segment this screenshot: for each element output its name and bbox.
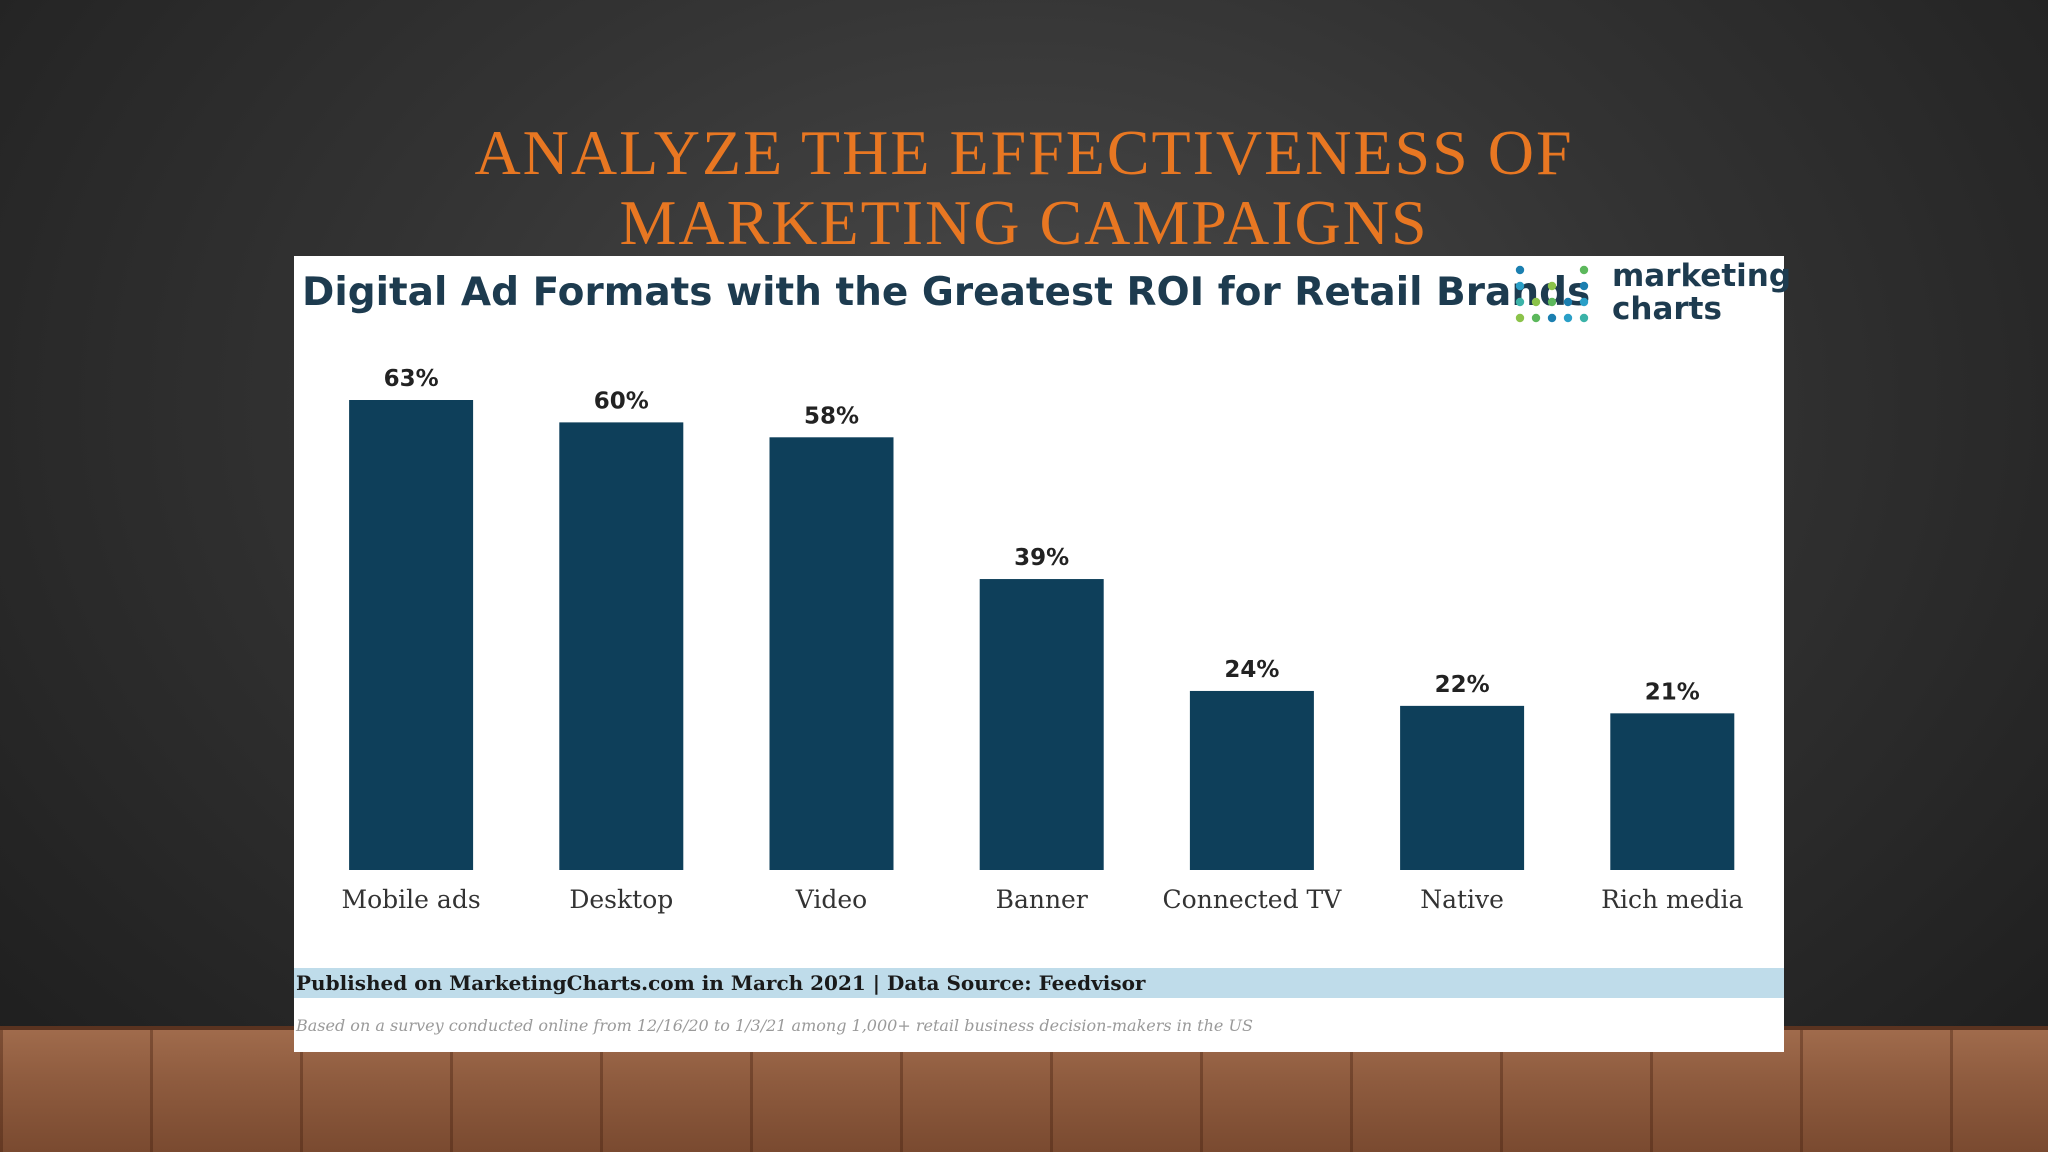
category-label: Mobile ads xyxy=(342,885,481,914)
logo-dot xyxy=(1579,297,1589,307)
bar-desktop xyxy=(559,422,684,870)
logo-dot xyxy=(1515,265,1525,275)
chart-panel: Digital Ad Formats with the Greatest ROI… xyxy=(294,256,1791,1052)
survey-note: Based on a survey conducted online from … xyxy=(296,1016,1253,1035)
footer-band: Published on MarketingCharts.com in Marc… xyxy=(294,968,1784,998)
bar-rich-media xyxy=(1610,713,1735,870)
slide-title-line-1: ANALYZE THE EFFECTIVENESS OF xyxy=(474,117,1574,188)
slide-title: ANALYZE THE EFFECTIVENESS OF MARKETING C… xyxy=(0,118,2048,258)
value-label: 39% xyxy=(1014,545,1069,571)
category-label: Rich media xyxy=(1601,885,1743,914)
logo-line-2: charts xyxy=(1612,291,1722,327)
category-label: Connected TV xyxy=(1163,885,1343,914)
logo-dot xyxy=(1515,297,1525,307)
category-label: Native xyxy=(1420,885,1504,914)
value-label: 63% xyxy=(384,366,439,392)
logo-dot xyxy=(1531,297,1541,307)
bar-chart: 63% Mobile ads 60% Desktop 58% Video 39% Banner… xyxy=(342,366,1744,914)
logo-dots-icon xyxy=(1515,265,1589,323)
logo-dot xyxy=(1579,281,1589,291)
value-label: 58% xyxy=(804,403,859,429)
logo-dot xyxy=(1547,297,1557,307)
logo-dot xyxy=(1515,313,1525,323)
bar-mobile-ads xyxy=(349,400,474,870)
logo-dot xyxy=(1563,297,1573,307)
chart-title: Digital Ad Formats with the Greatest ROI… xyxy=(302,270,1591,315)
logo-dot xyxy=(1547,313,1557,323)
logo-dot xyxy=(1547,281,1557,291)
published-source: Published on MarketingCharts.com in Marc… xyxy=(296,971,1146,995)
value-label: 24% xyxy=(1224,657,1279,683)
logo-dot xyxy=(1563,313,1573,323)
logo-dot xyxy=(1531,313,1541,323)
bar-banner xyxy=(979,579,1104,870)
logo-dot xyxy=(1579,265,1589,275)
logo-line-1: marketing xyxy=(1612,258,1792,294)
category-label: Video xyxy=(795,885,867,914)
bar-connected-tv xyxy=(1189,690,1314,870)
category-label: Banner xyxy=(996,885,1088,914)
value-label: 21% xyxy=(1645,679,1700,705)
value-label: 22% xyxy=(1435,672,1490,698)
slide-title-line-2: MARKETING CAMPAIGNS xyxy=(619,187,1429,258)
logo-dot xyxy=(1579,313,1589,323)
marketingcharts-logo: marketing charts xyxy=(1512,258,1791,334)
bar-video xyxy=(769,437,894,870)
category-label: Desktop xyxy=(569,885,673,914)
bar-native xyxy=(1400,705,1525,870)
value-label: 60% xyxy=(594,388,649,414)
logo-dot xyxy=(1515,281,1525,291)
